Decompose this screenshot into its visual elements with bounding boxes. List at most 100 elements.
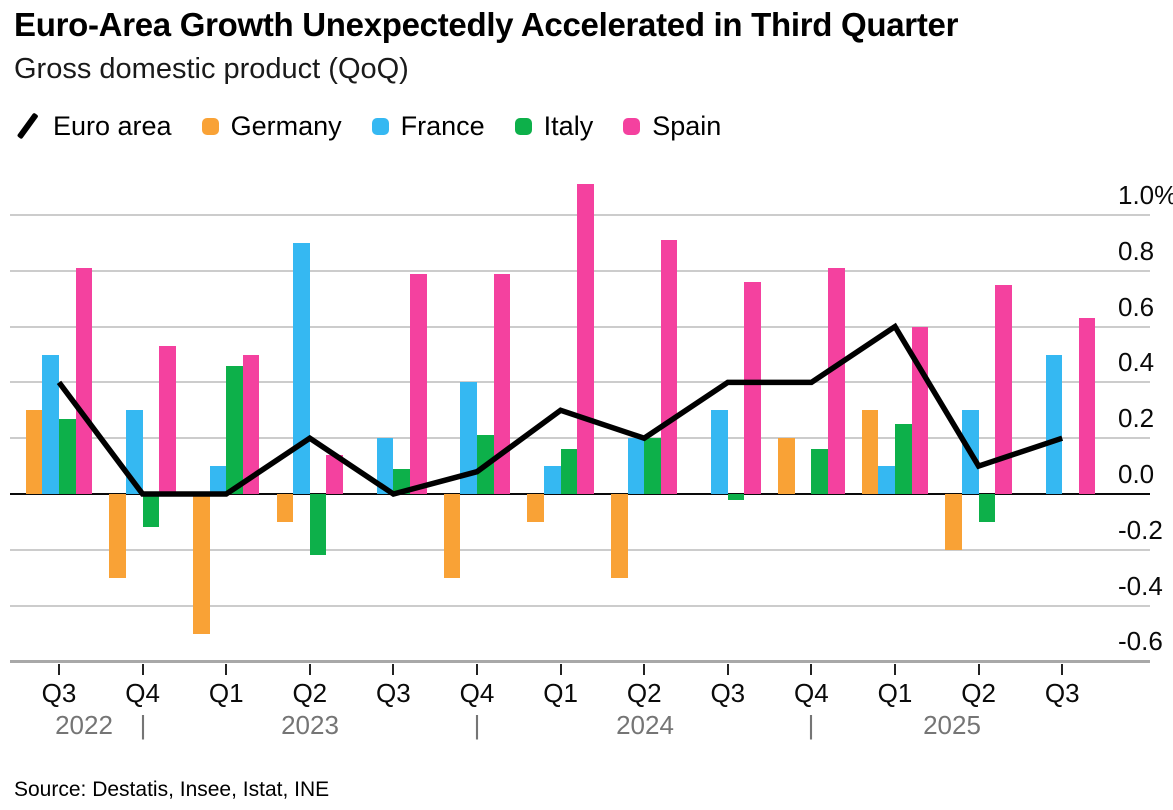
bar-spain-q3-2025 (1078, 318, 1096, 494)
x-tick (559, 664, 562, 675)
x-axis-label: Q2 (626, 678, 662, 708)
x-axis-label: Q4 (459, 678, 495, 708)
y-axis-label: 0.0 (1118, 459, 1155, 489)
bar-spain-q1-2023 (242, 354, 260, 494)
x-axis-label: Q3 (41, 678, 77, 708)
bar-germany-q2-2025 (945, 494, 962, 550)
bar-italy-q4-2024 (811, 449, 828, 494)
legend-item-euro-area: Euro area (14, 111, 172, 142)
y-axis-label: -0.6 (1118, 626, 1163, 657)
legend-item-spain: Spain (623, 111, 721, 142)
bar-spain-q4-2023 (493, 273, 511, 494)
x-tick (392, 664, 395, 675)
bar-france-q3-2022 (42, 354, 59, 494)
bar-germany-q1-2023 (193, 494, 210, 634)
bar-italy-q3-2023 (393, 468, 410, 494)
bar-france-q3-2025 (1045, 354, 1063, 494)
bar-france-q1-2023 (209, 466, 227, 494)
x-tick (810, 664, 813, 675)
year-label: 2025 (923, 710, 981, 740)
x-axis-label: Q3 (710, 678, 746, 708)
bar-spain-q4-2024 (828, 268, 845, 494)
legend-label: Spain (652, 110, 722, 141)
legend-label: Germany (230, 110, 342, 141)
y-axis-label: 0.4 (1118, 347, 1155, 378)
y-axis-label: 1.0% (1118, 180, 1173, 210)
x-tick (726, 664, 729, 675)
bar-italy-q1-2023 (226, 365, 243, 494)
year-separator: | (139, 710, 147, 740)
bar-france-q2-2023 (293, 242, 310, 494)
chart-title: Euro-Area Growth Unexpectedly Accelerate… (14, 6, 959, 43)
x-tick (225, 664, 228, 675)
bar-germany-q3-2022 (25, 410, 43, 494)
bar-spain-q2-2023 (326, 454, 343, 494)
bar-spain-q3-2022 (75, 268, 93, 494)
x-axis-bottom-line (10, 660, 1150, 664)
legend-item-germany: Germany (201, 110, 342, 142)
gridline (10, 548, 1150, 551)
france-swatch-icon (371, 117, 389, 135)
bar-france-q2-2024 (627, 438, 645, 494)
gridline (10, 604, 1150, 607)
bar-france-q1-2025 (878, 466, 895, 494)
x-axis-label: Q1 (877, 678, 913, 708)
bar-germany-q2-2023 (276, 494, 294, 522)
year-separator: | (473, 710, 481, 740)
x-tick (643, 664, 646, 675)
bar-germany-q1-2024 (527, 494, 544, 522)
y-axis-label: -0.2 (1118, 514, 1163, 545)
bar-france-q3-2024 (711, 410, 728, 494)
euro-area-line-icon (14, 112, 41, 140)
bar-germany-q1-2025 (861, 410, 879, 494)
y-axis-label: -0.4 (1118, 570, 1163, 601)
x-tick (894, 664, 896, 675)
bar-germany-q4-2024 (778, 438, 795, 494)
bar-france-q2-2025 (962, 410, 979, 494)
source-note: Source: Destatis, Insee, Istat, INE (14, 778, 330, 801)
x-axis-label: Q2 (292, 678, 328, 708)
legend-item-france: France (371, 110, 485, 142)
bar-spain-q4-2022 (159, 346, 176, 494)
bar-spain-q3-2023 (410, 273, 427, 494)
bar-spain-q3-2024 (744, 281, 761, 494)
bar-france-q4-2023 (460, 382, 477, 494)
spain-swatch-icon (623, 117, 641, 135)
bar-italy-q2-2025 (978, 494, 996, 522)
bar-italy-q4-2023 (477, 435, 494, 494)
x-tick (58, 664, 60, 675)
y-axis-label: 0.6 (1118, 291, 1155, 322)
x-axis-label: Q4 (125, 678, 160, 708)
bar-spain-q2-2024 (660, 240, 678, 494)
x-tick (141, 664, 144, 675)
legend-label: France (400, 110, 485, 141)
bar-italy-q3-2022 (59, 418, 76, 494)
legend-label: Euro area (53, 110, 172, 141)
bar-germany-q4-2023 (443, 494, 461, 578)
x-axis-label: Q4 (794, 678, 829, 708)
italy-swatch-icon (514, 117, 532, 135)
bar-france-q1-2024 (544, 466, 561, 494)
x-tick (476, 664, 478, 675)
bar-italy-q3-2024 (727, 494, 745, 500)
bar-italy-q1-2025 (895, 424, 912, 494)
bar-italy-q4-2022 (142, 494, 160, 528)
bar-spain-q1-2025 (911, 326, 929, 494)
year-label: 2023 (281, 710, 339, 740)
x-tick (308, 664, 311, 675)
bar-germany-q4-2022 (109, 494, 126, 578)
y-axis-label: 0.2 (1118, 403, 1155, 434)
bar-germany-q2-2024 (611, 494, 628, 578)
x-axis-label: Q2 (961, 678, 996, 708)
x-axis-label: Q1 (543, 678, 578, 708)
legend-item-italy: Italy (514, 110, 594, 142)
year-label: 2024 (616, 710, 674, 740)
x-axis-label: Q3 (1044, 678, 1080, 708)
x-axis-label: Q1 (208, 678, 244, 708)
bar-spain-q1-2024 (577, 184, 594, 494)
bar-italy-q2-2024 (644, 438, 661, 494)
x-tick (1061, 664, 1064, 675)
legend-label: Italy (543, 110, 594, 141)
bar-italy-q2-2023 (309, 494, 327, 556)
